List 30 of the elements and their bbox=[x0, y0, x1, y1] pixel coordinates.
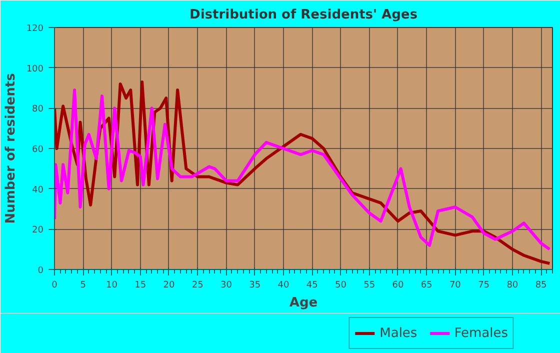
x-tick-label: 50 bbox=[334, 280, 347, 290]
y-tick-label: 20 bbox=[32, 226, 44, 236]
x-tick-label: 85 bbox=[535, 280, 547, 290]
y-tick-label: 0 bbox=[38, 266, 44, 276]
x-tick-label: 65 bbox=[420, 280, 432, 290]
x-tick-label: 70 bbox=[449, 280, 462, 290]
x-tick-label: 5 bbox=[80, 280, 86, 290]
x-tick-label: 80 bbox=[506, 280, 518, 290]
x-tick-label: 20 bbox=[163, 280, 175, 290]
legend-label: Females bbox=[454, 326, 508, 340]
y-tick-label: 60 bbox=[32, 145, 44, 155]
x-tick-label: 10 bbox=[106, 280, 118, 290]
chart-title: Distribution of Residents' Ages bbox=[190, 8, 418, 22]
y-tick-label: 100 bbox=[26, 64, 44, 74]
x-tick-label: 15 bbox=[134, 280, 146, 290]
legend-label: Males bbox=[380, 326, 418, 340]
y-tick-label: 80 bbox=[32, 104, 44, 115]
x-tick-label: 0 bbox=[52, 280, 58, 290]
y-tick-label: 120 bbox=[26, 24, 44, 34]
x-tick-label: 30 bbox=[220, 280, 232, 290]
y-axis-title: Number of residents bbox=[3, 72, 18, 224]
x-tick-label: 35 bbox=[249, 280, 261, 290]
x-tick-label: 55 bbox=[364, 280, 376, 290]
x-tick-label: 40 bbox=[278, 280, 290, 290]
x-tick-label: 75 bbox=[478, 280, 490, 290]
x-axis-title: Age bbox=[289, 296, 318, 310]
y-tick-label: 40 bbox=[32, 185, 44, 196]
x-tick-label: 60 bbox=[392, 280, 404, 290]
x-tick-label: 45 bbox=[306, 280, 318, 290]
x-tick-label: 25 bbox=[192, 280, 204, 290]
